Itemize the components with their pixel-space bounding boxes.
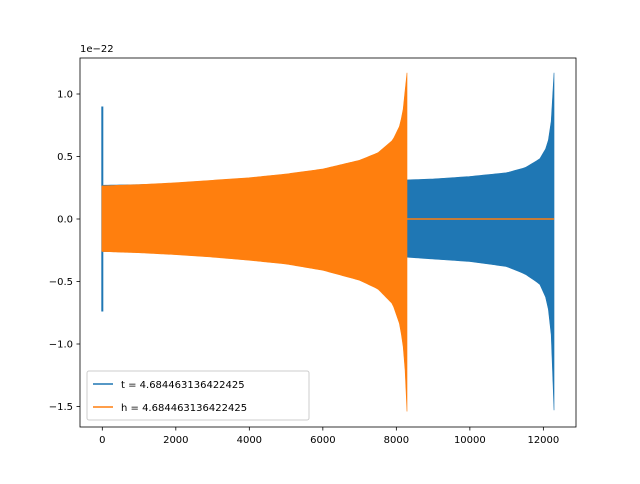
y-tick-label: −0.5: [49, 277, 73, 288]
legend-label-t: t = 4.684463136422425: [121, 380, 245, 391]
y-tick-label: −1.0: [49, 340, 73, 351]
y-tick-label: 0.5: [57, 152, 73, 163]
y-tick-label: 0.0: [57, 215, 73, 226]
x-tick-label: 12000: [527, 435, 559, 446]
legend: t = 4.684463136422425 h = 4.684463136422…: [86, 370, 310, 421]
x-tick-label: 0: [99, 435, 105, 446]
series-h-band: [102, 72, 408, 412]
x-tick-label: 10000: [454, 435, 486, 446]
y-tick-label: −1.5: [49, 402, 73, 413]
y-tick-label: 1.0: [57, 90, 73, 101]
x-tick-label: 4000: [237, 435, 262, 446]
x-tick-label: 6000: [310, 435, 335, 446]
axes-frame: [79, 57, 577, 428]
x-tick-label: 8000: [384, 435, 409, 446]
x-tick-label: 2000: [163, 435, 188, 446]
y-offset-label: 1e−22: [80, 44, 114, 55]
legend-label-h: h = 4.684463136422425: [121, 403, 247, 414]
legend-frame: [86, 370, 310, 421]
